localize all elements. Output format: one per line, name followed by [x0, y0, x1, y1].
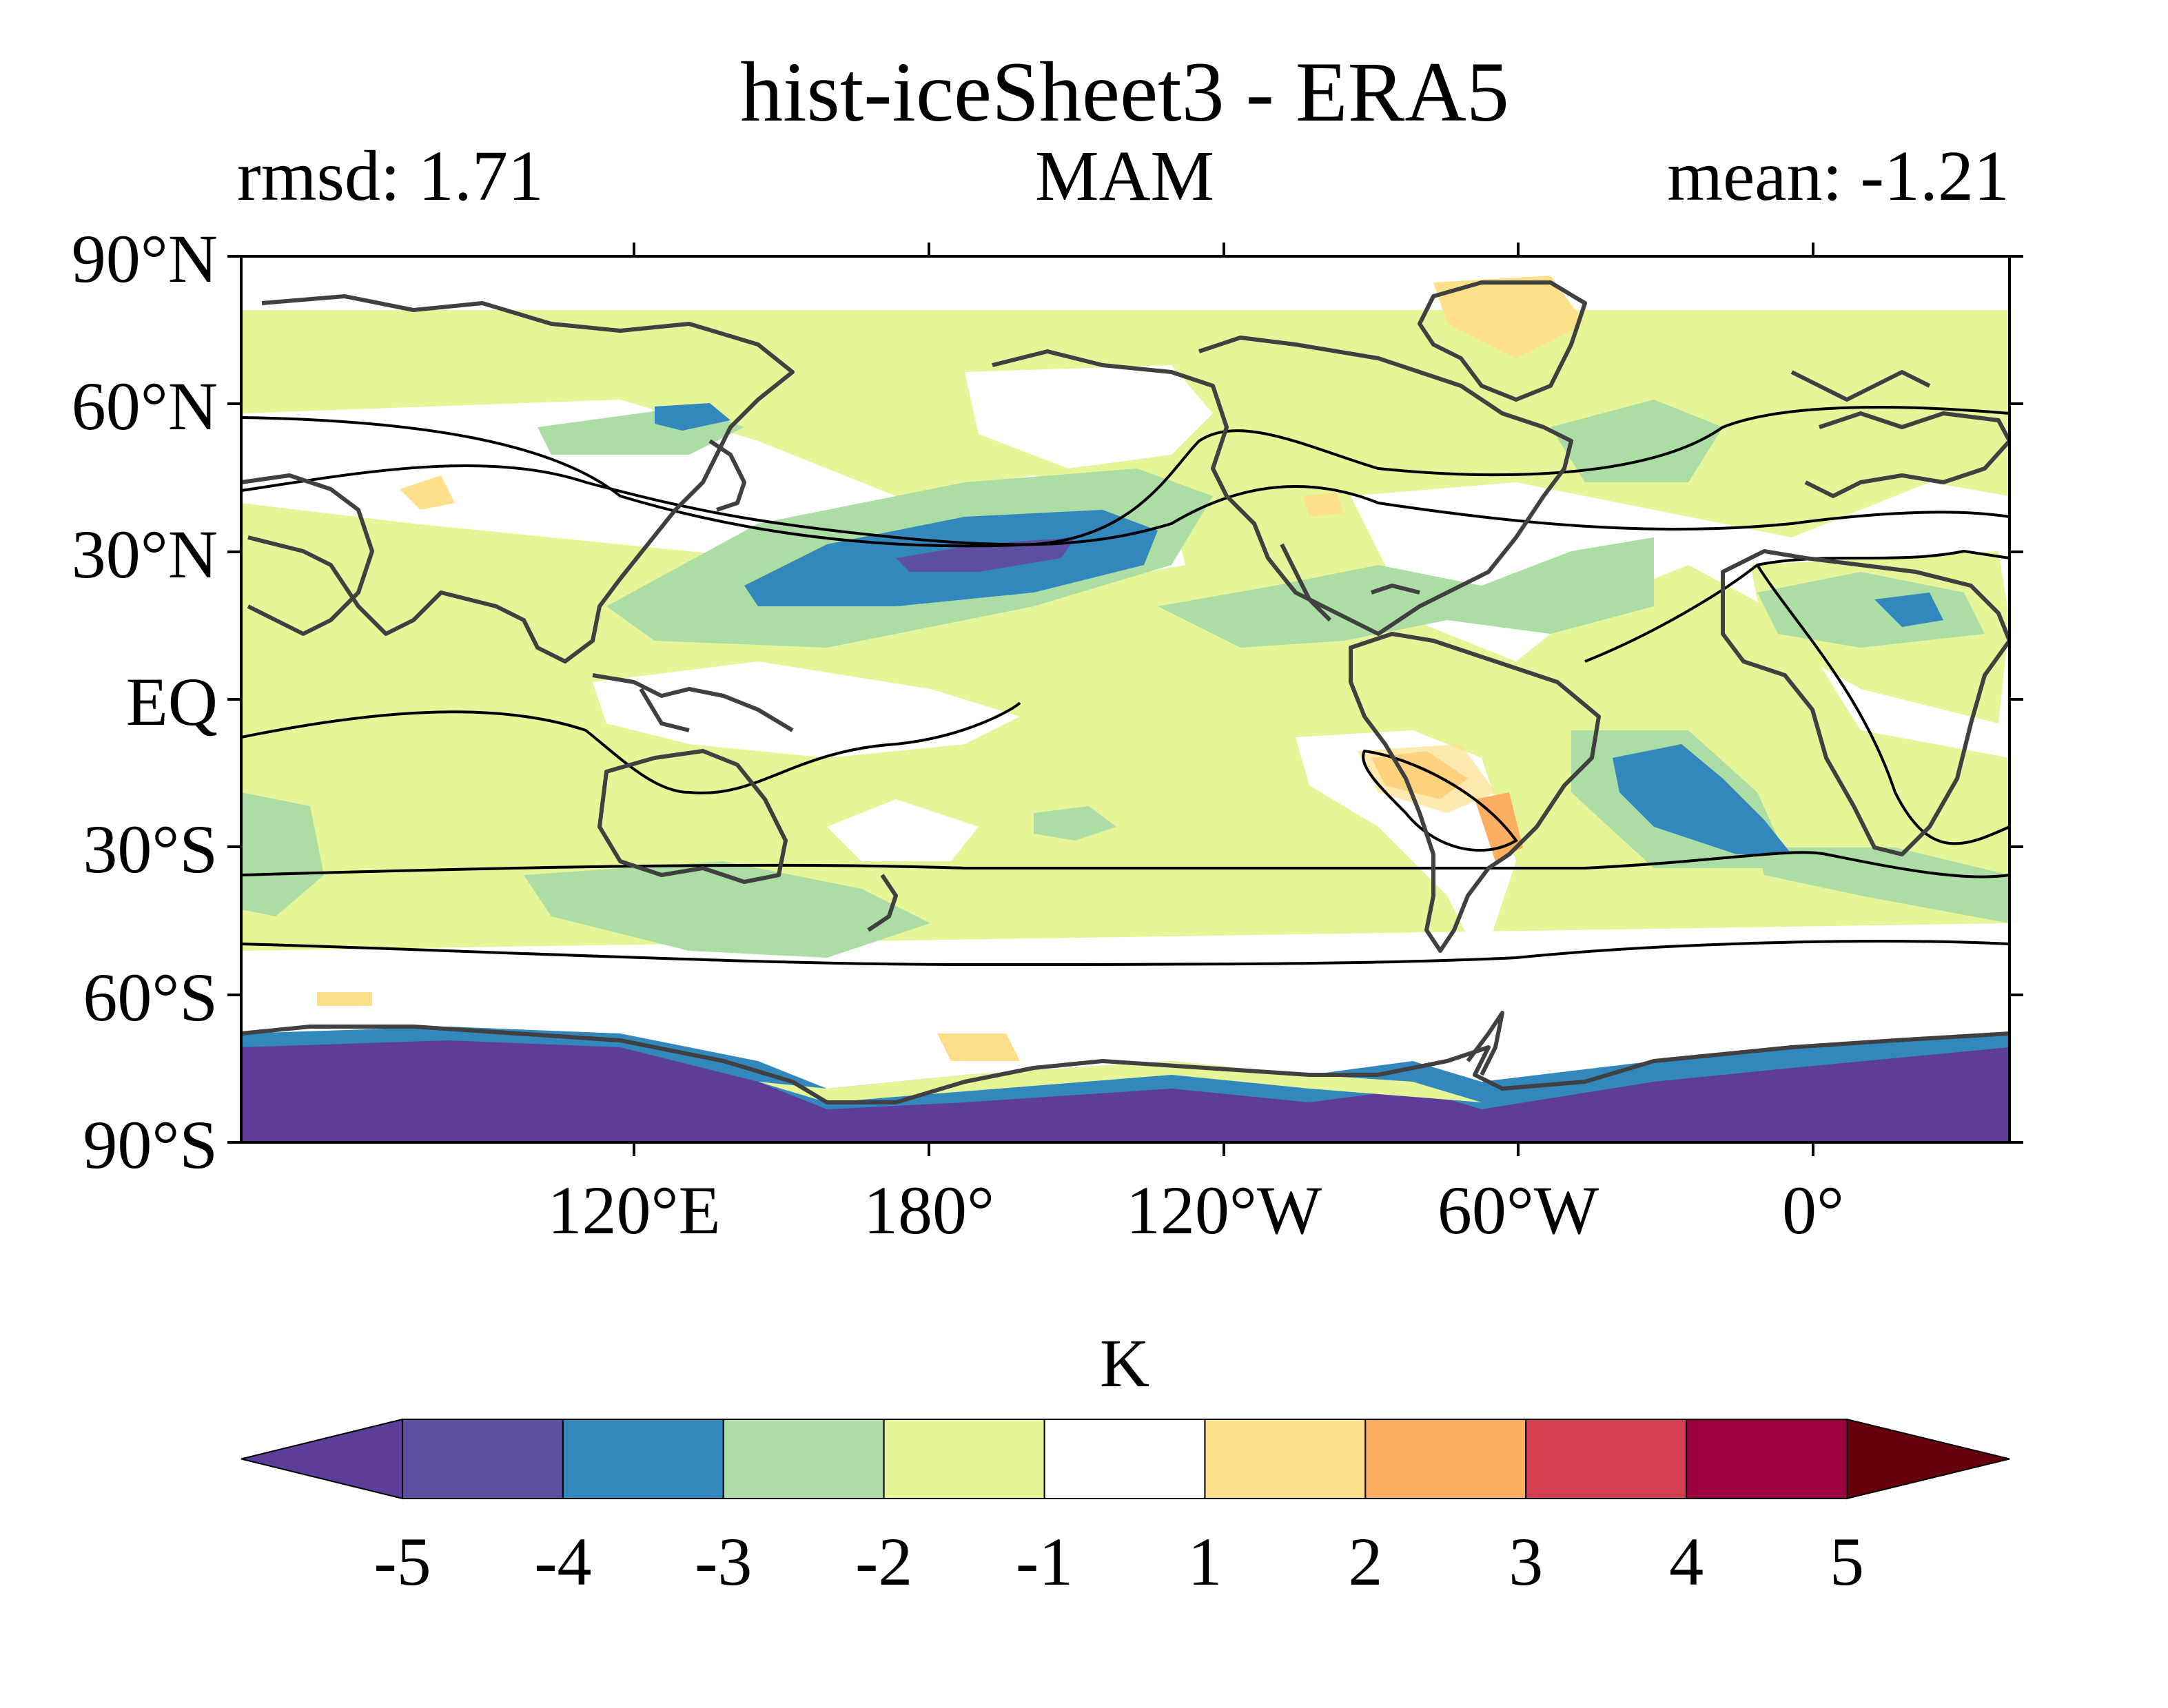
plot-title: hist-iceSheet3 - ERA5 [740, 45, 1509, 139]
anomaly-field [241, 276, 2010, 1142]
colorbar-unit-label: K [1100, 1325, 1149, 1401]
colorbar-tick-label: 3 [1509, 1523, 1543, 1600]
colorbar-tick-label: -4 [534, 1523, 591, 1600]
colorbar-swatch [1525, 1419, 1688, 1499]
colorbar-swatch [1204, 1419, 1367, 1499]
mean-label: mean: -1.21 [1667, 136, 2010, 216]
colorbar-swatch [402, 1419, 564, 1499]
colorbar-tick-label: -3 [695, 1523, 752, 1600]
map-panel: 90°N 60°N 30°N EQ 30°S 60°S 90°S 120°E 1… [72, 220, 2023, 1248]
colorbar: K -5 -4 -3 -2 -1 1 2 3 4 5 [241, 1325, 2010, 1600]
lon-label-120w: 120°W [1126, 1172, 1322, 1248]
colorbar-swatch [562, 1419, 724, 1499]
colorbar-tick-label: 4 [1669, 1523, 1704, 1600]
lat-label-30s: 30°S [83, 811, 218, 887]
colorbar-tick-label: 1 [1187, 1523, 1222, 1600]
colorbar-extend-high [1846, 1418, 2010, 1500]
season-label: MAM [1035, 136, 1214, 216]
colorbar-swatch [1686, 1419, 1848, 1499]
colorbar-swatch [1043, 1419, 1206, 1499]
colorbar-extend-low [241, 1418, 403, 1500]
colorbar-tick-label: -1 [1016, 1523, 1073, 1600]
colorbar-tick-label: 2 [1348, 1523, 1382, 1600]
colorbar-tick-label: -5 [374, 1523, 431, 1600]
lat-label-60n: 60°N [72, 368, 218, 444]
lon-label-180: 180° [863, 1172, 994, 1248]
lon-label-120e: 120°E [547, 1172, 720, 1248]
reference-contours [241, 406, 2010, 967]
axis-ticks [227, 243, 2023, 1156]
lon-label-0: 0° [1782, 1172, 1844, 1248]
colorbar-swatches [241, 1418, 2010, 1500]
lat-label-90n: 90°N [72, 220, 218, 297]
rmsd-label: rmsd: 1.71 [237, 136, 544, 216]
colorbar-swatch [1364, 1419, 1527, 1499]
lat-label-90s: 90°S [83, 1107, 218, 1183]
lat-label-30n: 30°N [72, 516, 218, 593]
colorbar-tick-label: 5 [1830, 1523, 1864, 1600]
lon-label-60w: 60°W [1438, 1172, 1599, 1248]
colorbar-swatch [883, 1419, 1045, 1499]
colorbar-swatch [722, 1419, 885, 1499]
colorbar-tick-label: -2 [855, 1523, 912, 1600]
coastlines [241, 280, 2010, 1104]
colorbar-tick-labels: -5 -4 -3 -2 -1 1 2 3 4 5 [374, 1523, 1864, 1600]
lat-label-60s: 60°S [83, 959, 218, 1036]
lat-label-eq: EQ [126, 663, 218, 740]
